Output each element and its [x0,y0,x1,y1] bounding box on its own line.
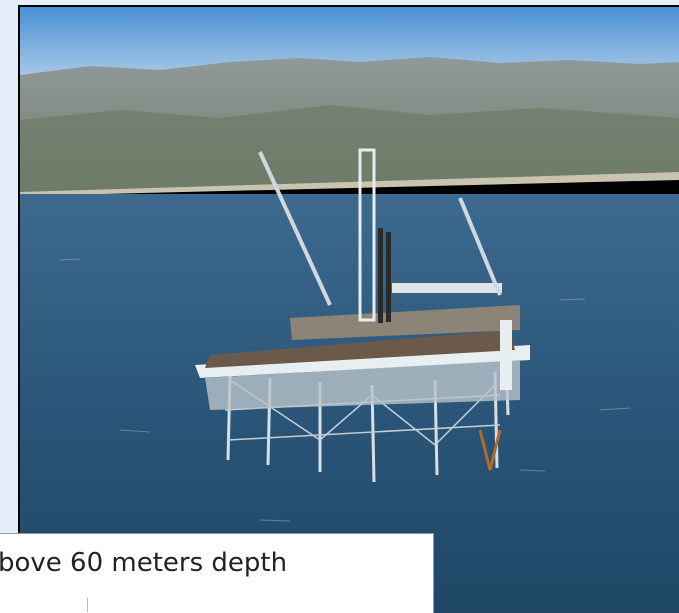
side-panel [0,0,18,613]
caption: bove 60 meters depth [0,548,288,578]
foothills [20,105,679,195]
waves [59,258,631,522]
shoreline [20,172,679,196]
caption-box: bove 60 meters depth [0,533,434,613]
oil-platform [195,148,530,483]
divider-mark [87,598,88,612]
